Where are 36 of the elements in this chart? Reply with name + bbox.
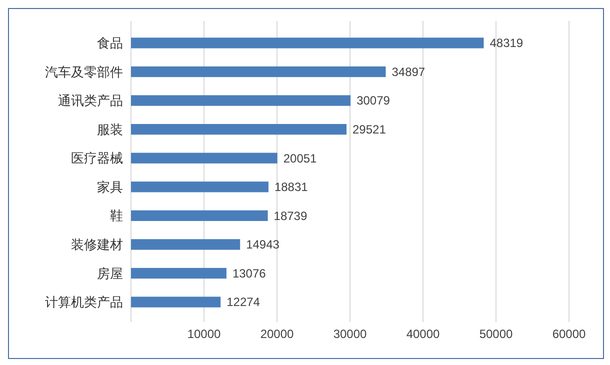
bar <box>131 124 347 135</box>
x-tick-label: 40000 <box>406 327 440 341</box>
y-tick-label: 家具 <box>97 179 123 194</box>
y-tick-label: 房屋 <box>97 266 123 281</box>
y-tick-label: 食品 <box>97 36 123 51</box>
y-tick-label: 医疗器械 <box>71 150 123 166</box>
bar <box>131 182 268 192</box>
x-tick-label: 20000 <box>260 327 294 341</box>
x-tick-label: 50000 <box>479 327 514 341</box>
y-tick-label: 通讯类产品 <box>58 93 123 108</box>
bar <box>131 152 278 164</box>
bar <box>131 66 386 78</box>
data-label: 18739 <box>274 208 308 223</box>
x-tick-label: 10000 <box>187 327 222 341</box>
bar <box>131 239 240 250</box>
y-tick-label: 计算机类产品 <box>45 294 123 310</box>
y-tick-label: 服装 <box>97 122 123 137</box>
data-label: 29521 <box>352 122 386 137</box>
x-tick-label: 30000 <box>333 327 368 341</box>
bar <box>131 296 221 308</box>
data-label: 13076 <box>232 266 266 280</box>
bar <box>131 268 226 279</box>
y-tick-label: 装修建材 <box>71 237 123 252</box>
bar <box>131 95 351 106</box>
bar <box>131 38 484 48</box>
data-label: 30079 <box>356 94 390 108</box>
y-tick-label: 汽车及零部件 <box>45 64 123 80</box>
bar <box>131 210 268 222</box>
data-label: 12274 <box>226 295 260 310</box>
data-label: 48319 <box>490 36 524 50</box>
x-tick-label: 60000 <box>552 327 586 341</box>
data-label: 14943 <box>246 238 280 252</box>
y-tick-label: 鞋 <box>110 208 123 224</box>
data-label: 18831 <box>274 180 308 194</box>
data-label: 34897 <box>392 64 426 79</box>
data-label: 20051 <box>283 151 318 166</box>
